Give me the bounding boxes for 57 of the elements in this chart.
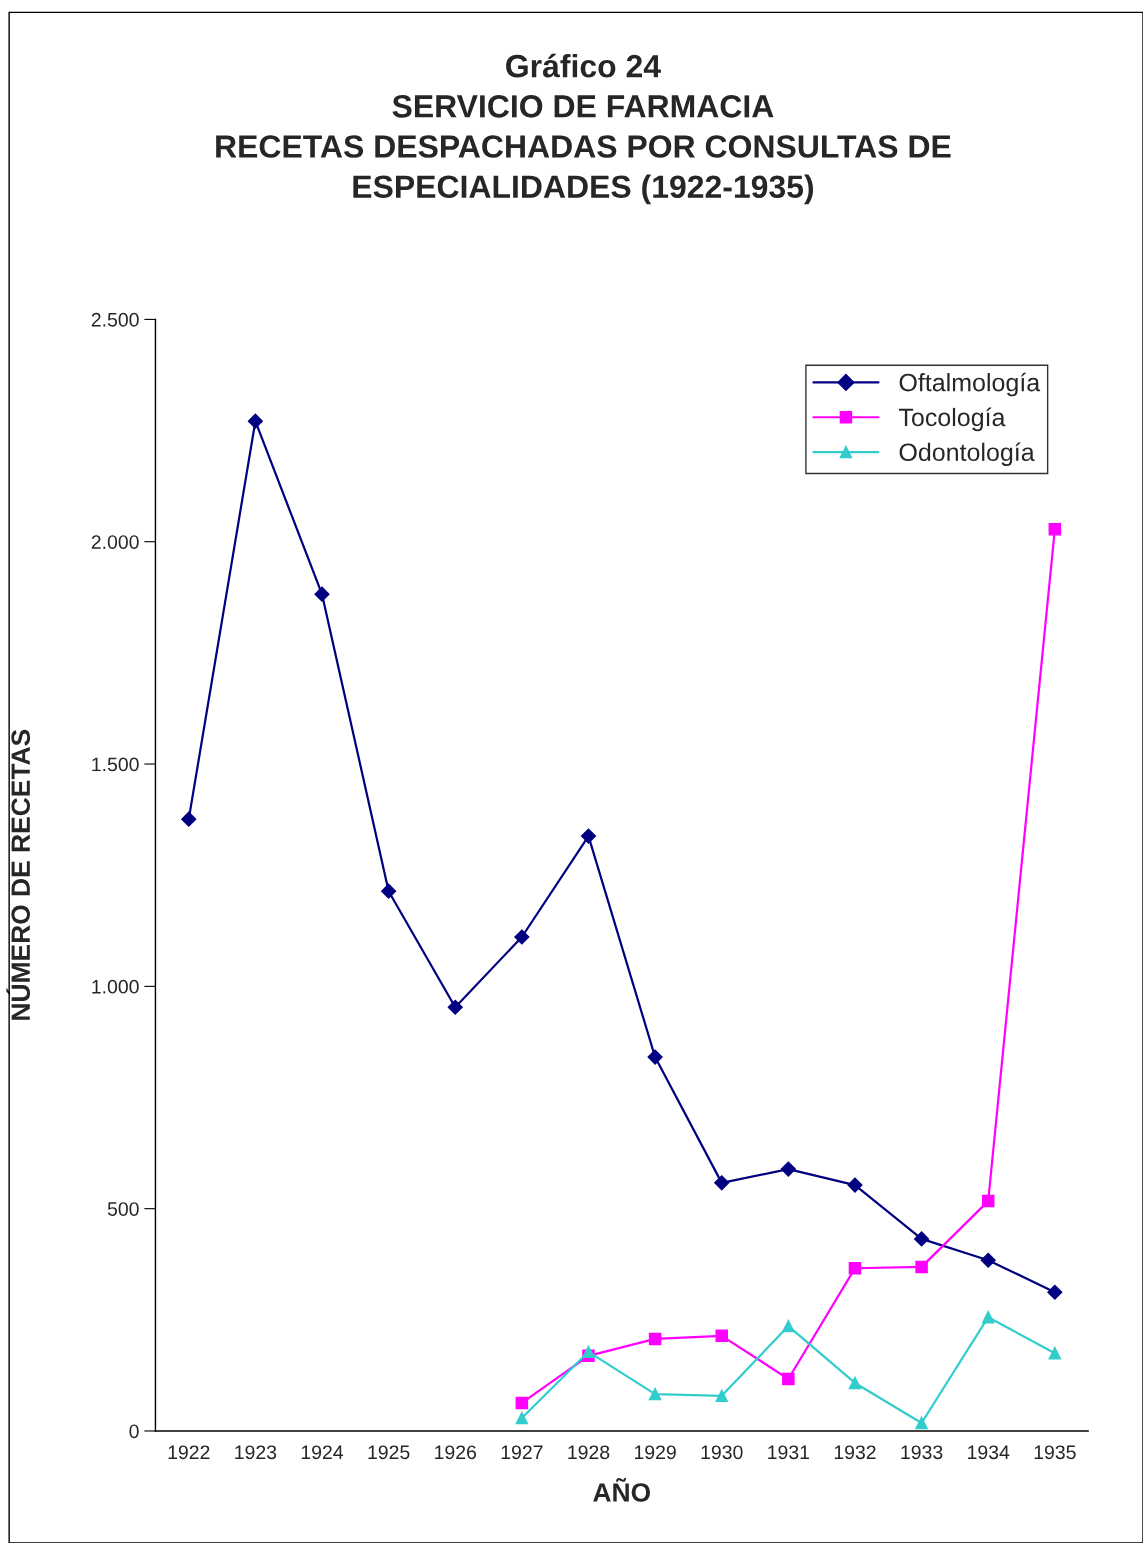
- legend-label: Tocología: [898, 407, 1006, 432]
- point: [715, 1389, 728, 1403]
- y-tick-label: 500: [107, 1202, 139, 1216]
- point: [914, 1231, 930, 1247]
- point: [915, 1416, 928, 1430]
- x-tick-label: 1924: [301, 1445, 344, 1460]
- point: [582, 1345, 595, 1359]
- x-tick-label: 1931: [768, 1445, 810, 1460]
- y-tick-label: 1.000: [92, 979, 139, 994]
- point: [648, 1387, 662, 1401]
- point: [780, 1161, 796, 1177]
- legend-label: Oftalmología: [899, 372, 1041, 397]
- x-tick-label: 1930: [701, 1445, 743, 1460]
- y-tick-label: 2.500: [91, 312, 139, 327]
- x-tick-label: 1932: [834, 1445, 876, 1460]
- point: [247, 413, 263, 429]
- point: [782, 1372, 795, 1386]
- y-tick-label: 1.500: [92, 757, 139, 772]
- point: [981, 1310, 995, 1324]
- chart-title: Gráfico 24 SERVICIO DE FARMACIA RECETAS DESPACHADAS POR CONSULTAS DE ESPECIALIDADES (1922-1935): [216, 53, 951, 205]
- x-tick-label: 1925: [368, 1445, 410, 1460]
- x-tick-label: 1926: [435, 1445, 477, 1460]
- x-tick-label: 1929: [634, 1445, 676, 1460]
- point: [514, 929, 530, 945]
- y-tick-label: 2.000: [91, 535, 139, 549]
- y-axis-title: NÚMERO DE RECETAS: [6, 729, 31, 1020]
- point: [314, 586, 330, 602]
- point: [848, 1376, 862, 1390]
- point: [1047, 1284, 1063, 1300]
- x-tick-label: 1934: [968, 1445, 1010, 1460]
- x-axis-title: AÑO: [593, 1478, 650, 1502]
- point: [847, 1177, 863, 1193]
- y-tick-label: 0: [129, 1424, 139, 1439]
- point: [648, 1332, 662, 1346]
- point: [447, 999, 463, 1015]
- point: [981, 1194, 995, 1208]
- x-tick-label: 1922: [168, 1445, 210, 1460]
- point: [181, 811, 197, 827]
- point: [848, 1261, 862, 1275]
- point: [1048, 523, 1062, 536]
- point: [580, 828, 597, 844]
- legend-label: Odontología: [899, 442, 1035, 467]
- x-tick-label: 1933: [901, 1445, 943, 1460]
- point: [980, 1252, 996, 1268]
- x-tick-label: 1923: [235, 1445, 277, 1460]
- point: [715, 1329, 728, 1343]
- point: [1048, 1346, 1062, 1360]
- point: [381, 883, 397, 899]
- x-tick-label: 1928: [568, 1445, 610, 1460]
- point: [782, 1319, 795, 1333]
- x-tick-label: 1935: [1034, 1445, 1076, 1460]
- point: [515, 1411, 529, 1425]
- point: [915, 1260, 928, 1274]
- point: [515, 1396, 529, 1410]
- point: [714, 1175, 730, 1191]
- x-tick-label: 1927: [501, 1445, 543, 1460]
- point: [647, 1049, 663, 1065]
